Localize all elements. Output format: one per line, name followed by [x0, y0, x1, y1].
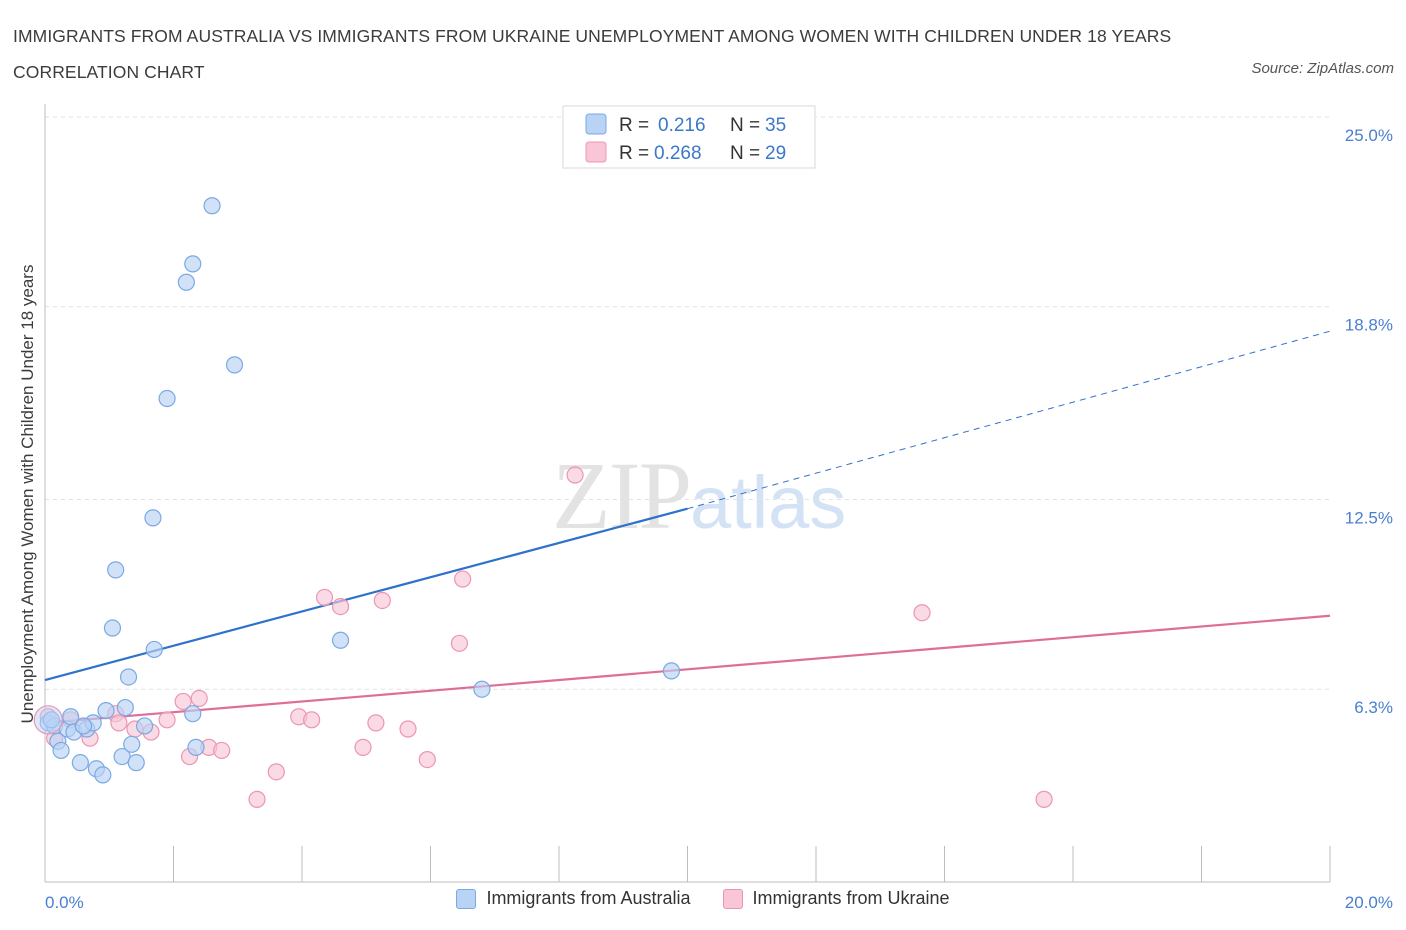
y-tick-label: 25.0%: [1345, 126, 1393, 145]
stats-legend: R = 0.216 N = 35 R = 0.268 N = 29: [562, 105, 816, 169]
y-axis-label: Unemployment Among Women with Children U…: [18, 265, 37, 724]
grid-lines: [45, 116, 1330, 690]
x-tick-label: 20.0%: [1345, 893, 1393, 912]
data-point-ukraine: [158, 711, 176, 729]
data-point-australia: [123, 735, 141, 753]
data-point-australia: [52, 741, 70, 760]
data-point-australia: [144, 509, 162, 527]
watermark-atlas: atlas: [690, 461, 847, 544]
data-point-ukraine: [248, 790, 266, 808]
data-point-ukraine: [418, 750, 436, 769]
chart-title: IMMIGRANTS FROM AUSTRALIA VS IMMIGRANTS …: [13, 26, 1172, 82]
data-point-ukraine: [110, 714, 128, 732]
x-tick-label: 0.0%: [45, 893, 84, 912]
data-point-australia: [94, 766, 112, 784]
data-point-ukraine: [331, 597, 350, 616]
data-point-australia: [71, 754, 89, 772]
source-label: Source: ZipAtlas.com: [1251, 60, 1394, 77]
legend-swatch-ukraine: [585, 141, 607, 163]
data-point-ukraine: [213, 741, 231, 760]
data-point-ukraine: [450, 634, 469, 652]
data-point-cluster: [33, 705, 63, 735]
data-point-australia: [107, 561, 125, 579]
tick-labels: 6.3% 12.5% 18.8% 25.0% 0.0% 20.0%: [45, 126, 1393, 912]
data-point-ukraine: [399, 720, 417, 738]
data-point-ukraine: [367, 714, 385, 732]
data-point-australia: [203, 197, 221, 215]
legend-n-label-australia: N =: [730, 115, 760, 136]
axes: [44, 104, 1331, 883]
data-point-australia: [184, 255, 202, 273]
y-tick-label: 12.5%: [1345, 509, 1393, 528]
trend-line-australia-extension: [687, 330, 1331, 510]
data-point-ukraine: [174, 692, 192, 711]
data-point-ukraine: [267, 763, 285, 781]
data-point-ukraine: [1035, 790, 1053, 808]
bottom-legend-swatch-ukraine: [722, 888, 743, 909]
legend-swatch-australia: [585, 113, 607, 135]
data-point-ukraine: [354, 738, 372, 756]
data-point-australia: [119, 668, 138, 686]
bottom-legend-label-australia: Immigrants from Australia: [486, 888, 691, 908]
data-point-australia: [473, 680, 491, 698]
data-point-australia: [331, 631, 350, 649]
trend-lines: [44, 330, 1331, 724]
data-point-ukraine: [373, 591, 391, 610]
trend-line-australia: [44, 507, 688, 682]
data-point-australia: [145, 640, 163, 659]
data-point-australia: [135, 717, 154, 735]
data-point-australia: [225, 356, 244, 374]
y-tick-label: 6.3%: [1354, 698, 1393, 717]
data-point-ukraine: [454, 570, 472, 588]
data-point-australia: [97, 702, 115, 720]
legend-n-label-ukraine: N =: [730, 143, 760, 164]
data-point-australia: [74, 717, 93, 735]
data-points: [33, 197, 1053, 808]
data-point-ukraine: [190, 689, 208, 708]
data-point-australia: [184, 705, 202, 723]
bottom-legend-swatch-australia: [456, 888, 477, 909]
data-point-australia: [662, 662, 681, 680]
data-point-ukraine: [315, 588, 334, 607]
legend-r-label-australia: R =: [619, 115, 649, 136]
y-tick-label: 18.8%: [1345, 316, 1393, 335]
watermark: ZIPatlas: [552, 440, 846, 551]
data-point-ukraine: [566, 466, 584, 484]
data-point-australia: [116, 698, 134, 717]
data-point-australia: [113, 747, 131, 766]
data-point-ukraine: [303, 711, 321, 729]
legend-r-value-ukraine: 0.268: [654, 143, 702, 164]
legend-n-value-ukraine: 29: [765, 143, 786, 164]
bottom-legend-item-australia: Immigrants from Australia: [456, 888, 691, 909]
legend-r-value-australia: 0.216: [658, 115, 706, 136]
data-point-australia: [158, 389, 176, 408]
bottom-legend-item-ukraine: Immigrants from Ukraine: [722, 888, 950, 909]
data-point-australia: [103, 619, 122, 637]
watermark-zip: ZIP: [552, 442, 692, 549]
bottom-legend: Immigrants from Australia Immigrants fro…: [0, 888, 1406, 909]
data-point-australia: [177, 273, 195, 291]
data-point-australia: [187, 738, 205, 756]
data-point-ukraine: [913, 604, 931, 622]
data-point-australia: [127, 754, 145, 772]
legend-n-value-australia: 35: [765, 115, 786, 136]
trend-line-ukraine: [44, 614, 1331, 724]
bottom-legend-label-ukraine: Immigrants from Ukraine: [752, 888, 950, 908]
legend-r-label-ukraine: R =: [619, 143, 649, 164]
